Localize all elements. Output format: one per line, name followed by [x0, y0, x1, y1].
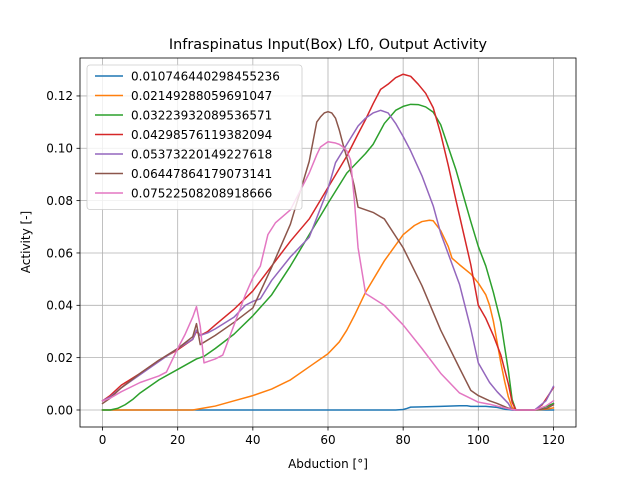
y-tick-label: 0.08: [46, 194, 73, 208]
series-line-3: [101, 103, 555, 411]
chart-title: Infraspinatus Input(Box) Lf0, Output Act…: [169, 37, 488, 53]
x-axis-ticks: 0 20 40 60 80 100 120: [99, 427, 565, 447]
series-line-7: [101, 140, 555, 411]
legend-label: 0.03223932089536571: [131, 108, 272, 122]
series-layer: [101, 73, 555, 411]
series-line-1: [101, 405, 555, 411]
legend-label: 0.04298576119382094: [131, 128, 272, 142]
legend-label: 0.07522508208918666: [131, 186, 272, 200]
y-tick-label: 0.10: [46, 142, 73, 156]
x-tick-label: 60: [320, 433, 335, 447]
legend-label: 0.010746440298455236: [131, 69, 280, 83]
x-tick-label: 20: [170, 433, 185, 447]
x-axis-label: Abduction [°]: [288, 457, 368, 471]
y-tick-label: 0.12: [46, 89, 73, 103]
x-tick-label: 0: [99, 433, 107, 447]
legend-label: 0.06447864179073141: [131, 167, 272, 181]
y-tick-label: 0.02: [46, 351, 73, 365]
legend-label: 0.05373220149227618: [131, 147, 272, 161]
x-tick-label: 80: [396, 433, 411, 447]
y-tick-label: 0.06: [46, 246, 73, 260]
series-line-6: [101, 110, 555, 411]
y-axis-ticks: 0.00 0.02 0.04 0.06 0.08 0.10 0.12: [46, 89, 80, 417]
x-tick-label: 40: [245, 433, 260, 447]
y-axis-label: Activity [-]: [19, 211, 33, 273]
y-tick-label: 0.00: [46, 403, 73, 417]
y-tick-label: 0.04: [46, 299, 73, 313]
x-tick-label: 100: [467, 433, 490, 447]
series-line-2: [101, 219, 555, 411]
legend-box: [86, 64, 303, 210]
series-line-5: [101, 109, 555, 411]
x-tick-label: 120: [542, 433, 565, 447]
legend: 0.010746440298455236 0.02149288059691047 0…: [86, 64, 303, 210]
legend-label: 0.02149288059691047: [131, 89, 272, 103]
